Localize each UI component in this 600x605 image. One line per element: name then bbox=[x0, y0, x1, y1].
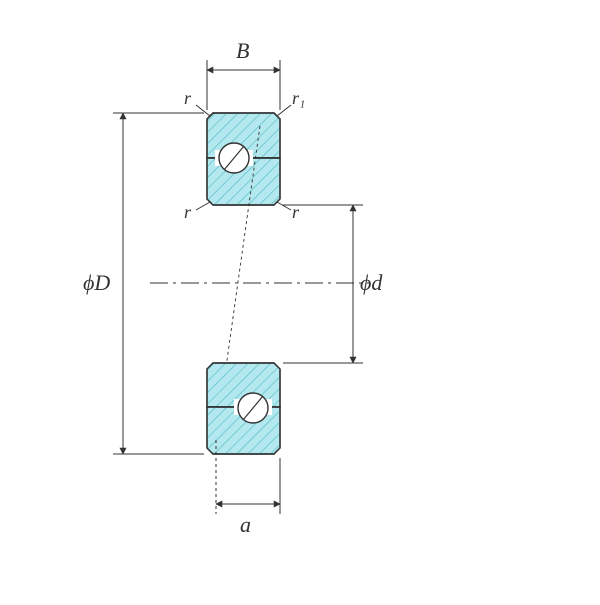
label-r-tl: r bbox=[184, 88, 191, 109]
top-cross-section bbox=[207, 113, 280, 205]
label-r-br: r bbox=[292, 202, 299, 223]
bottom-cross-section bbox=[207, 363, 280, 454]
dim-phid bbox=[283, 205, 363, 363]
label-phid: ϕd bbox=[360, 270, 382, 296]
label-phiD: ϕD bbox=[83, 270, 110, 296]
label-B: B bbox=[236, 38, 249, 64]
label-r-bl: r bbox=[184, 202, 191, 223]
label-r1-tr: r₁ bbox=[292, 88, 305, 109]
dim-B bbox=[207, 60, 280, 110]
bearing-diagram: B ϕD ϕd a r r₁ r r bbox=[0, 0, 600, 600]
label-a: a bbox=[240, 512, 251, 538]
dim-phiD bbox=[113, 113, 204, 454]
